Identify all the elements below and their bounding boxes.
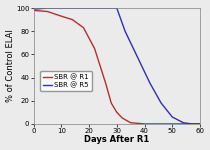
Y-axis label: % of Control ELAI: % of Control ELAI [5,30,14,102]
X-axis label: Days After R1: Days After R1 [84,135,149,144]
Legend: SBR @ R1, SBR @ R5: SBR @ R1, SBR @ R5 [40,71,92,92]
